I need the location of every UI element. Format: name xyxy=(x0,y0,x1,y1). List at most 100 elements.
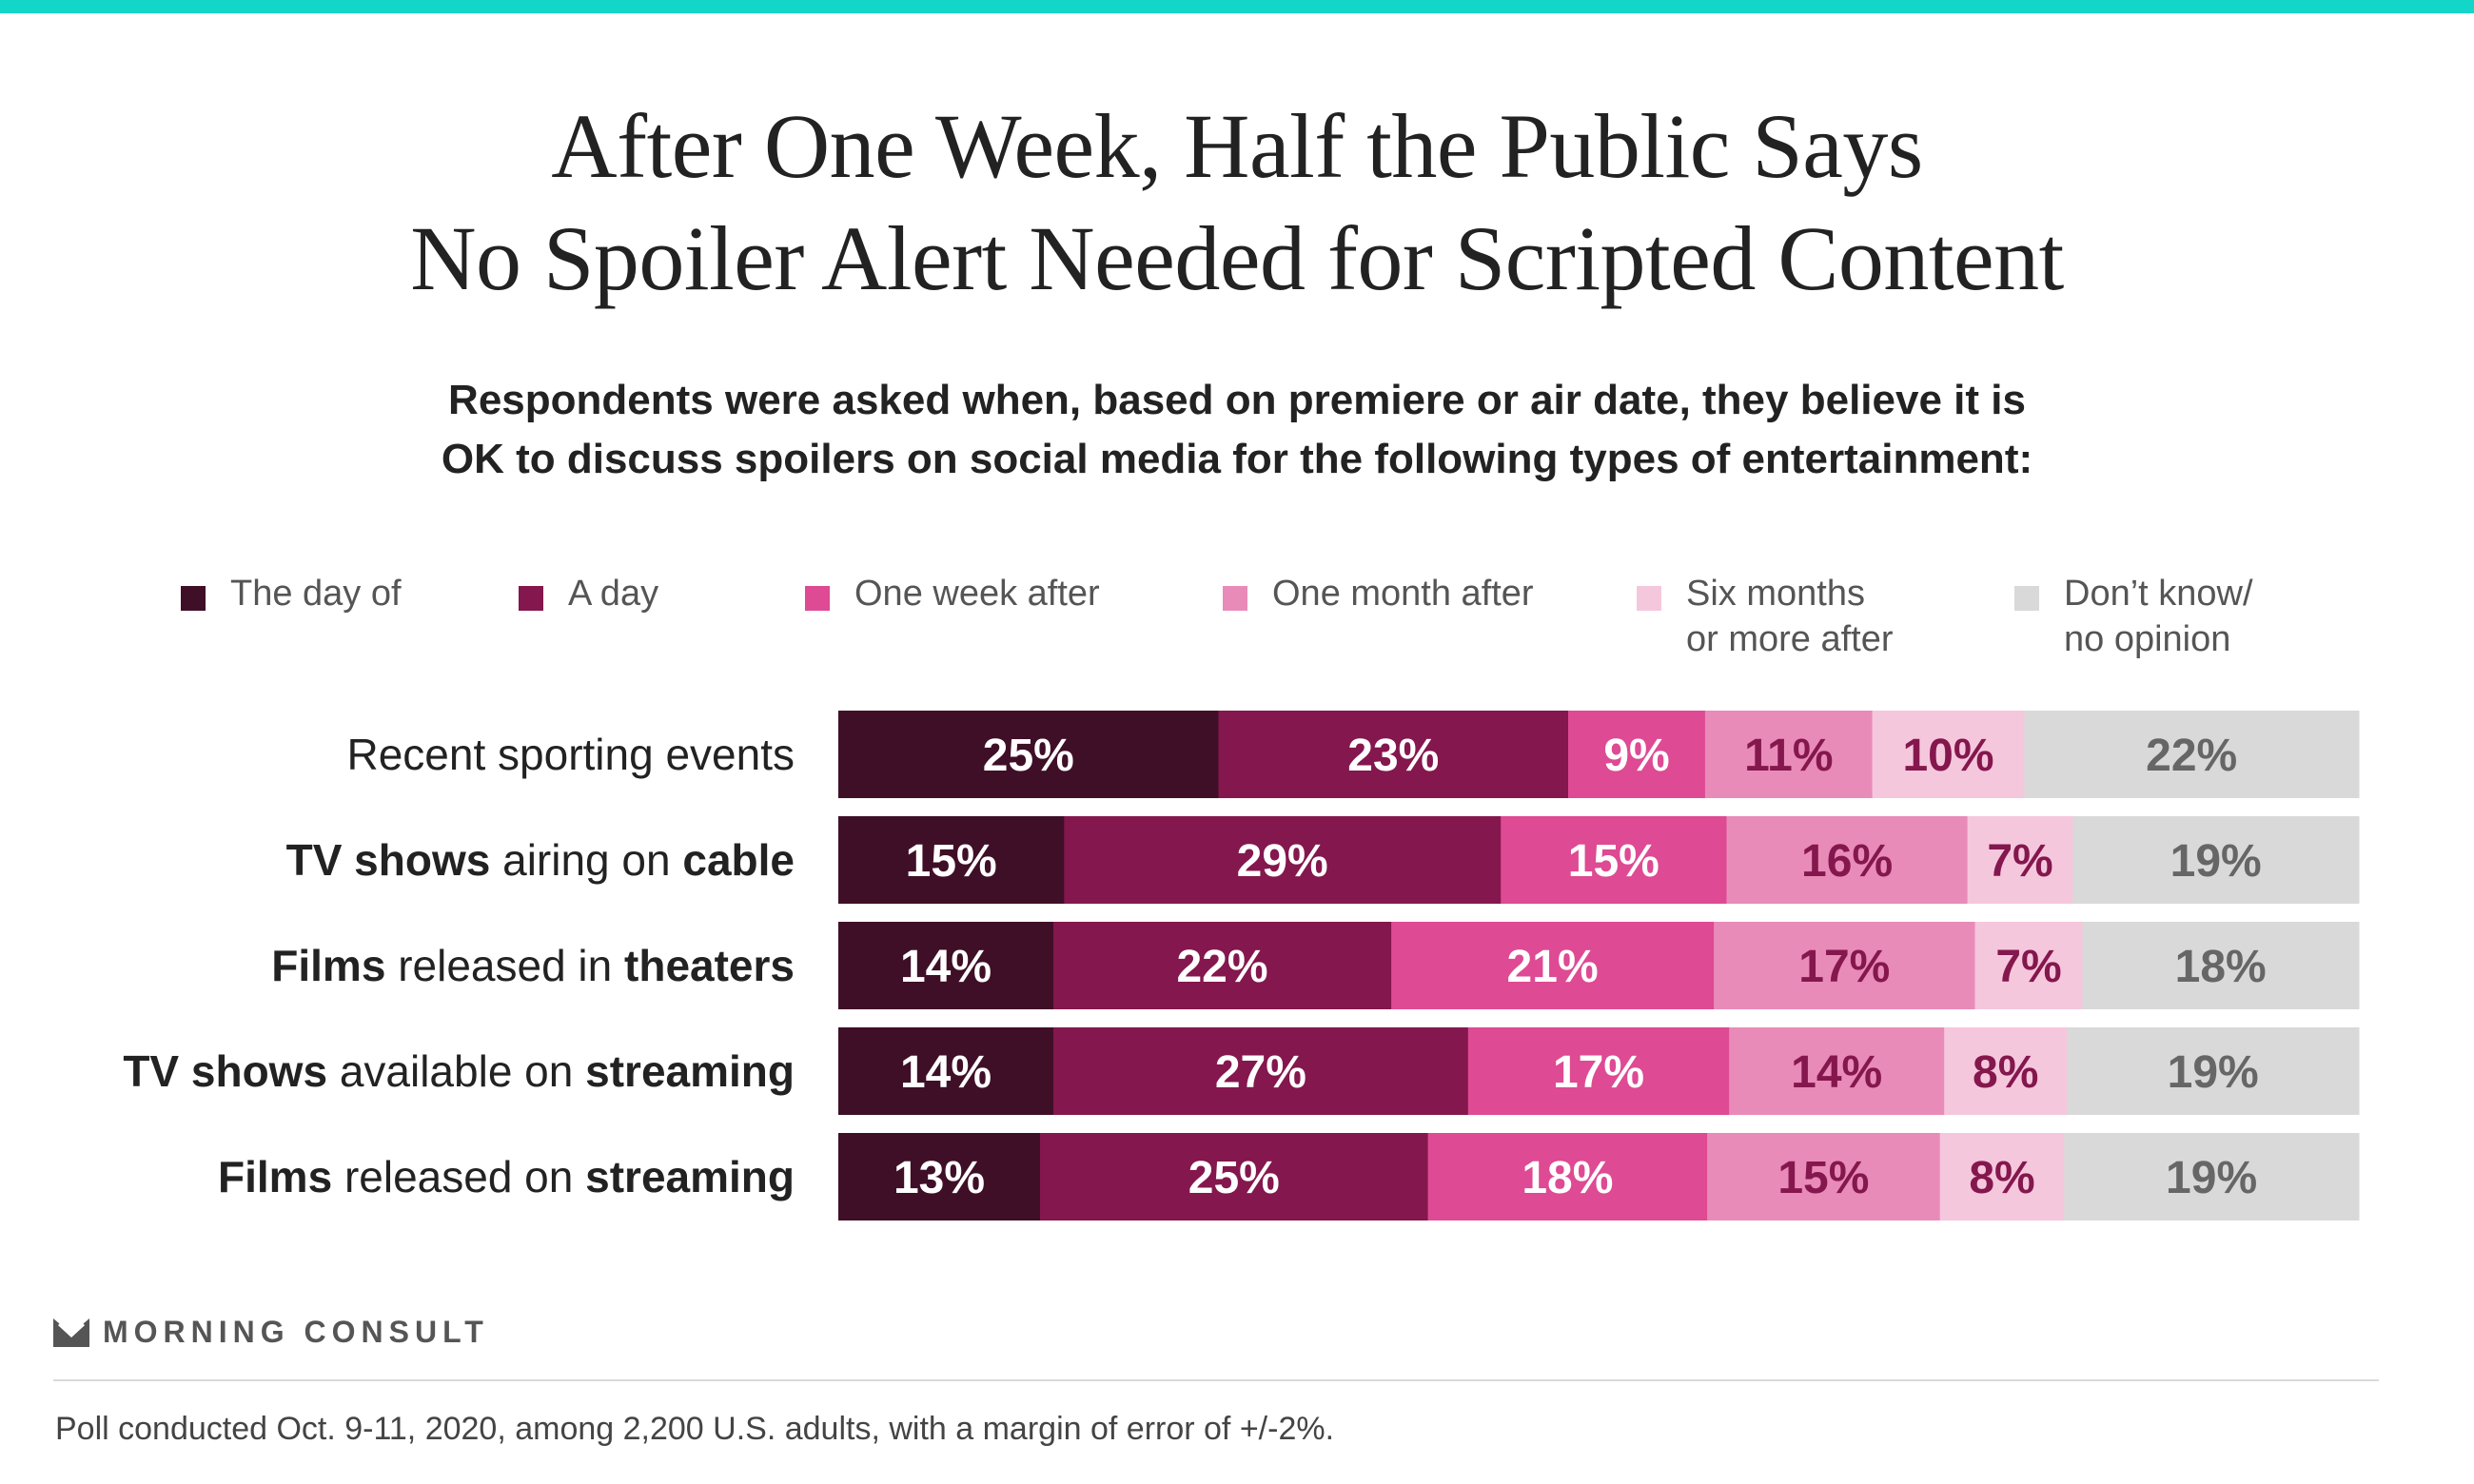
legend-swatch xyxy=(181,586,206,611)
chart-title: After One Week, Half the Public Says No … xyxy=(0,90,2474,315)
row-label-part: streaming xyxy=(585,1046,795,1096)
bar-segment xyxy=(1872,711,2025,798)
bar-value-label: 21% xyxy=(1507,942,1599,992)
row-label-part: released on xyxy=(332,1152,586,1201)
bar-value-label: 17% xyxy=(1798,942,1890,992)
bar-segment xyxy=(2072,816,2360,904)
bar-value-label: 19% xyxy=(2168,1047,2259,1098)
bar-segment xyxy=(2024,711,2360,798)
bar-segment xyxy=(1967,816,2073,904)
top-accent-bar xyxy=(0,0,2474,13)
bar-segment xyxy=(2067,1027,2360,1115)
row-label-part: cable xyxy=(682,835,795,885)
bar-segment xyxy=(1944,1027,2068,1115)
legend-swatch xyxy=(2014,586,2039,611)
bar-value-label: 27% xyxy=(1215,1047,1306,1098)
legend-swatch xyxy=(805,586,830,611)
bar-value-label: 8% xyxy=(1973,1047,2038,1098)
bar-segment xyxy=(1053,922,1392,1009)
bar-value-label: 29% xyxy=(1237,836,1328,887)
bar-segment xyxy=(1568,711,1706,798)
bar-value-label: 14% xyxy=(1791,1047,1882,1098)
brand-name: MORNING CONSULT xyxy=(103,1315,489,1349)
bar-segment xyxy=(838,711,1219,798)
bar-value-label: 7% xyxy=(1995,942,2061,992)
chart-title-line-2: No Spoiler Alert Needed for Scripted Con… xyxy=(410,207,2064,309)
bar-value-label: 25% xyxy=(983,731,1074,781)
row-label-part: TV shows xyxy=(285,835,491,885)
bar-segment xyxy=(838,1133,1041,1220)
bar-segment xyxy=(1974,922,2083,1009)
row-label-part: available on xyxy=(327,1046,586,1096)
bar-value-label: 23% xyxy=(1347,731,1439,781)
bar-value-label: 25% xyxy=(1188,1153,1280,1203)
bar-segment xyxy=(1427,1133,1708,1220)
row-label-part: released in xyxy=(385,941,625,990)
bar-value-label: 10% xyxy=(1902,731,1993,781)
bar-segment xyxy=(1939,1133,2065,1220)
bar-segment xyxy=(1040,1133,1429,1220)
legend-label: Six months or more after xyxy=(1686,574,1894,659)
bar-segment xyxy=(1726,816,1969,904)
legend-swatch xyxy=(1223,586,1247,611)
bar-value-label: 19% xyxy=(2170,836,2262,887)
row-label: TV shows available on streaming xyxy=(123,1043,795,1100)
morning-consult-logo-icon xyxy=(53,1318,89,1347)
chart-subtitle-line-2: OK to discuss spoilers on social media f… xyxy=(441,436,2033,482)
row-label-part: theaters xyxy=(624,941,795,990)
chart-subtitle-line-1: Respondents were asked when, based on pr… xyxy=(448,377,2026,423)
bar-segment xyxy=(1467,1027,1730,1115)
bar-segment xyxy=(838,1027,1054,1115)
bar-segment xyxy=(1218,711,1569,798)
bar-segment xyxy=(1729,1027,1945,1115)
row-label-part: Recent sporting events xyxy=(346,730,795,779)
bar-value-label: 14% xyxy=(900,942,992,992)
bar-value-label: 19% xyxy=(2166,1153,2257,1203)
bar-value-label: 8% xyxy=(1969,1153,2034,1203)
bar-value-label: 14% xyxy=(900,1047,992,1098)
legend-label: One week after xyxy=(854,574,1100,614)
bar-value-label: 22% xyxy=(2146,731,2237,781)
bar-value-label: 9% xyxy=(1603,731,1669,781)
bar-segment xyxy=(2082,922,2360,1009)
row-label-part: TV shows xyxy=(123,1046,328,1096)
bar-segment xyxy=(1391,922,1715,1009)
row-label: Recent sporting events xyxy=(347,726,795,783)
row-label: TV shows airing on cable xyxy=(286,831,795,888)
row-label: Films released on streaming xyxy=(218,1148,795,1205)
row-label-part: streaming xyxy=(585,1152,795,1201)
bar-segment xyxy=(1053,1027,1469,1115)
bar-value-label: 18% xyxy=(1522,1153,1613,1203)
legend-label: A day xyxy=(568,574,659,614)
bar-value-label: 11% xyxy=(1744,731,1833,781)
footer-divider xyxy=(53,1379,2379,1381)
legend-label: Don’t know/ no opinion xyxy=(2064,574,2253,659)
bar-segment xyxy=(1707,1133,1941,1220)
bar-value-label: 22% xyxy=(1176,942,1267,992)
legend: The day of A day One week after One mont… xyxy=(0,571,2474,666)
bar-value-label: 7% xyxy=(1987,836,2052,887)
bar-segment xyxy=(1501,816,1727,904)
legend-swatch xyxy=(519,586,543,611)
footnote: Poll conducted Oct. 9-11, 2020, among 2,… xyxy=(55,1411,1335,1447)
row-label: Films released in theaters xyxy=(271,937,795,994)
legend-label: The day of xyxy=(230,574,402,614)
legend-label: One month after xyxy=(1272,574,1534,614)
bar-value-label: 16% xyxy=(1801,836,1893,887)
bar-segment xyxy=(1704,711,1874,798)
bar-segment xyxy=(2064,1133,2360,1220)
bar-value-label: 17% xyxy=(1553,1047,1644,1098)
bar-segment xyxy=(838,816,1065,904)
bar-value-label: 13% xyxy=(893,1153,985,1203)
chart-subtitle: Respondents were asked when, based on pr… xyxy=(0,371,2474,489)
row-label-part: Films xyxy=(218,1152,333,1201)
bar-value-label: 18% xyxy=(2175,942,2267,992)
bar-segment xyxy=(1064,816,1502,904)
chart-title-line-1: After One Week, Half the Public Says xyxy=(551,95,1923,197)
legend-swatch xyxy=(1637,586,1661,611)
bar-segment xyxy=(838,922,1054,1009)
bar-value-label: 15% xyxy=(906,836,997,887)
row-label-part: Films xyxy=(271,941,386,990)
bar-value-label: 15% xyxy=(1568,836,1659,887)
